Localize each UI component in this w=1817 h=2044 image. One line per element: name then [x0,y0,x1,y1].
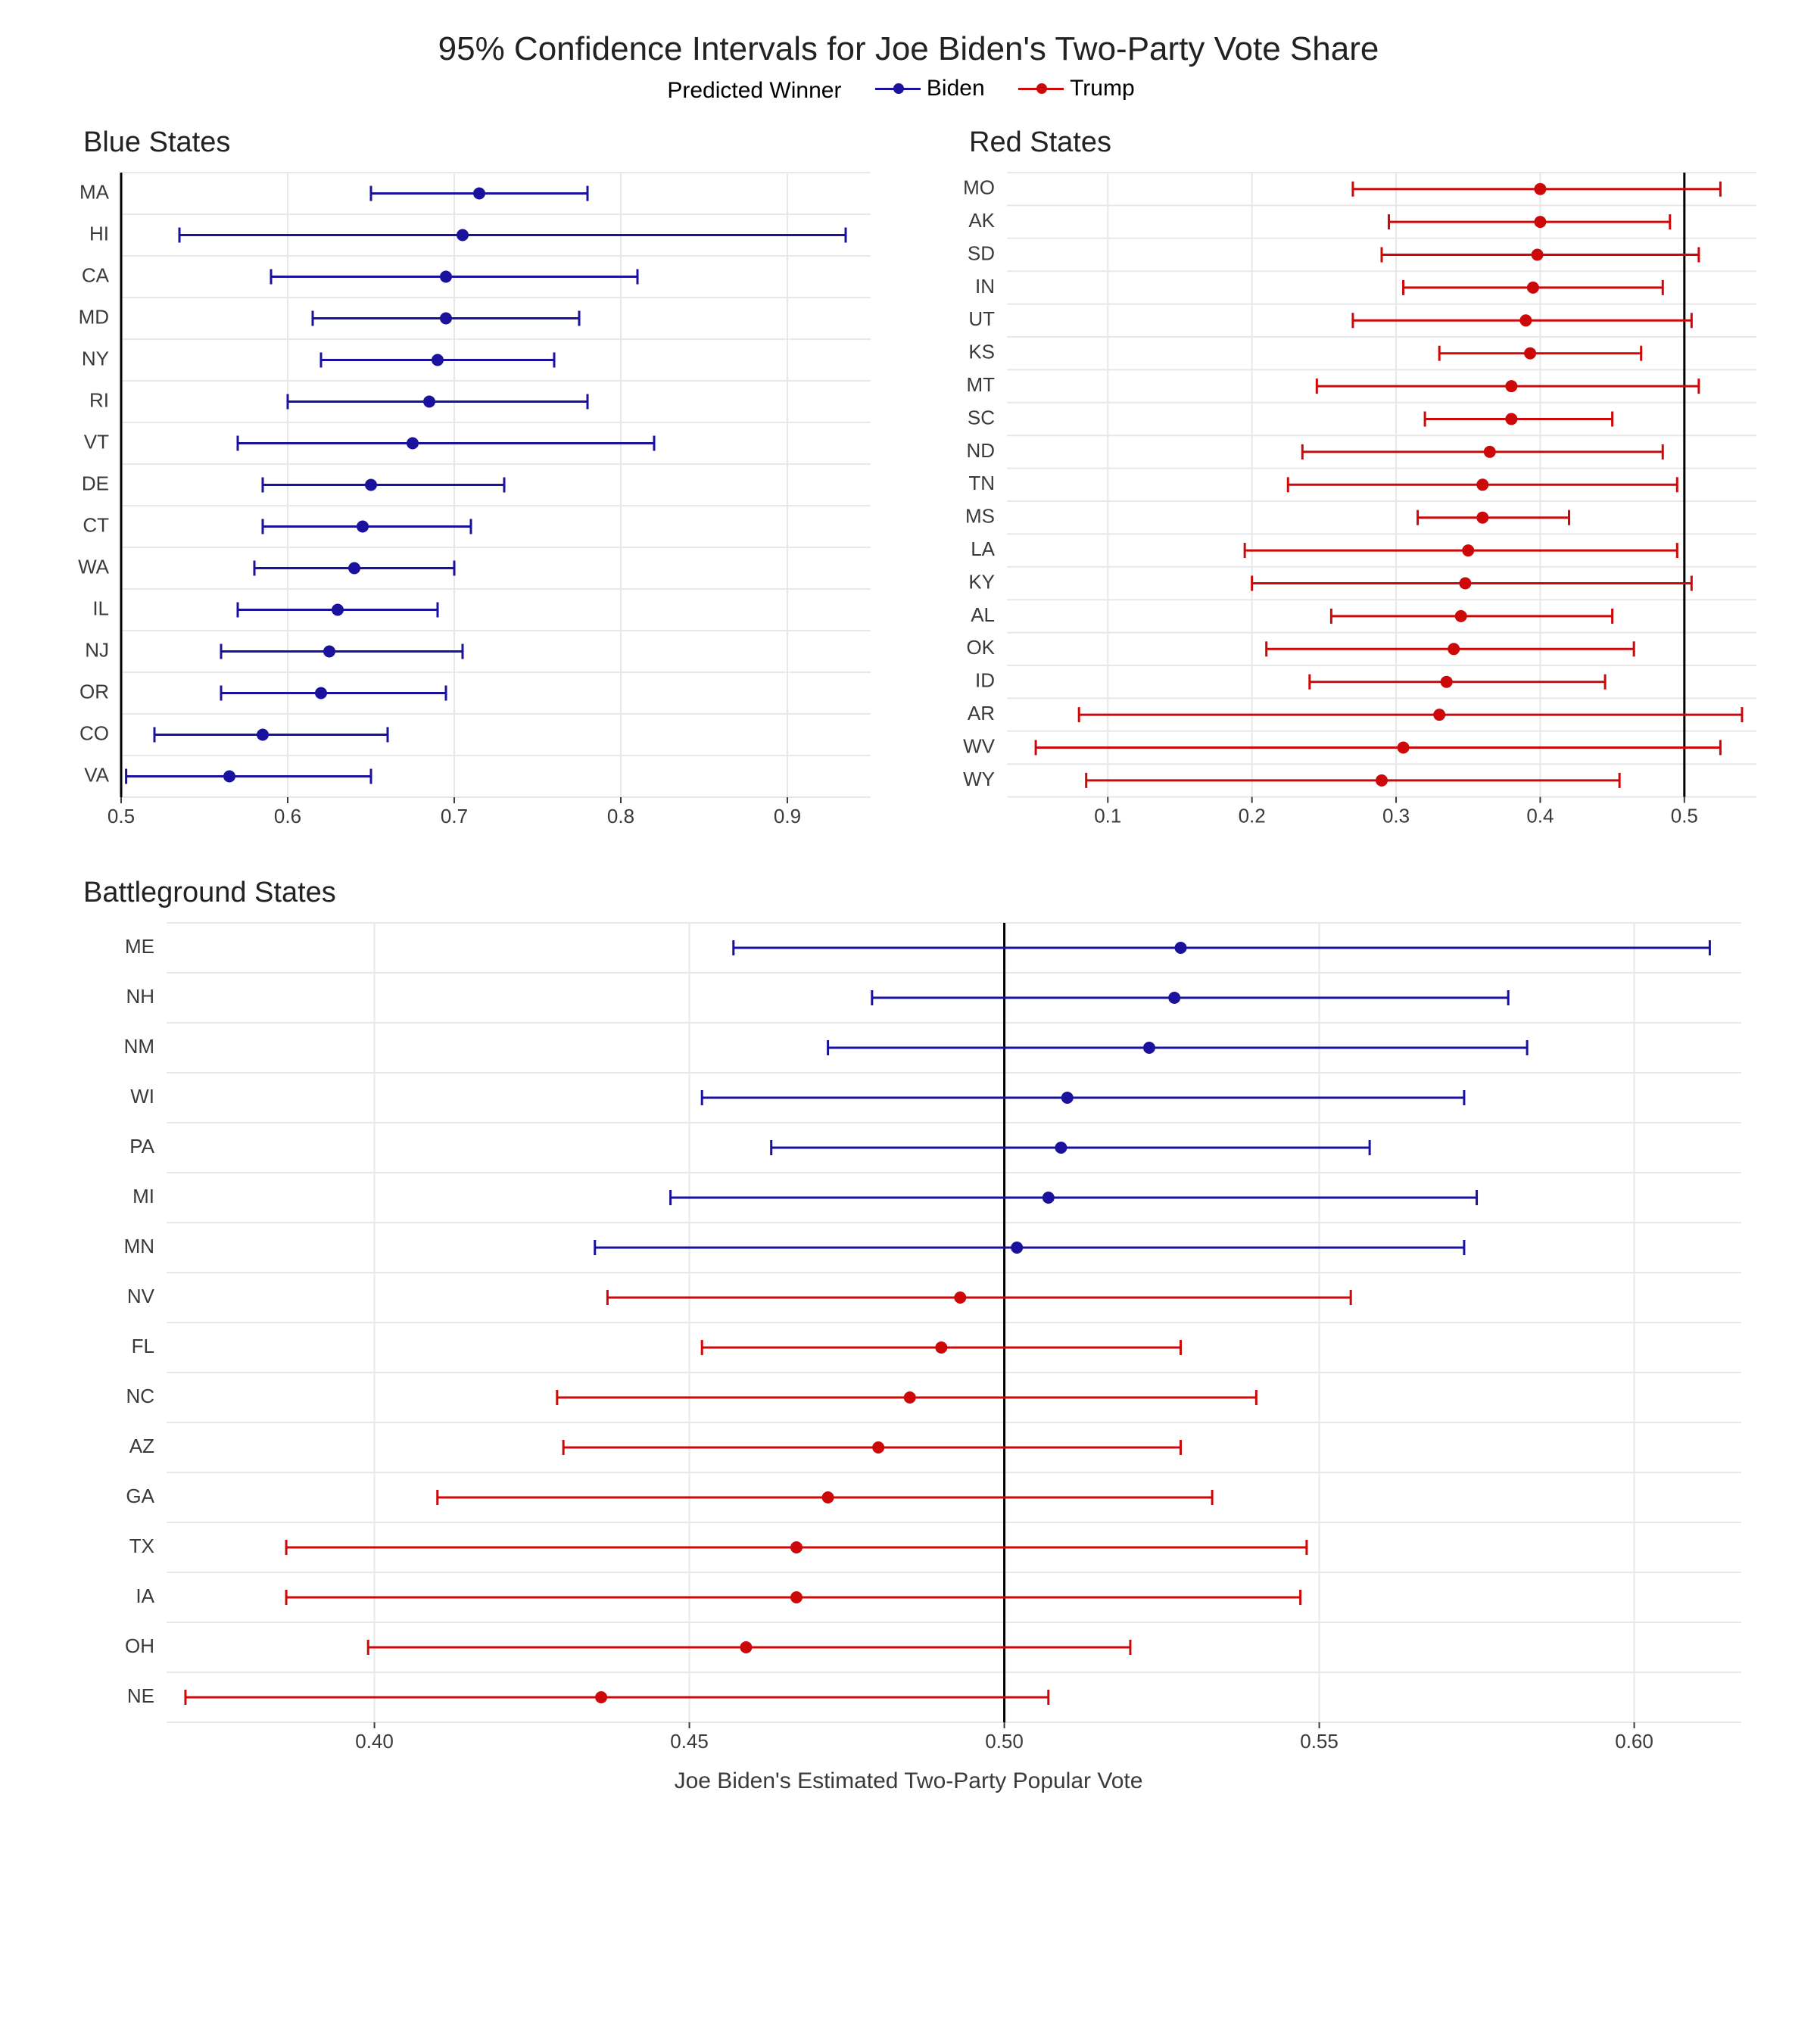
state-label: CO [79,721,109,744]
x-tick-label: 0.9 [774,805,801,827]
panel-blue: Blue States MA HI CA MD NY RI VT DE CT WA IL NJ OR CO… [45,119,886,839]
legend-label: Predicted Winner [667,78,841,103]
x-tick-label: 0.60 [1615,1730,1653,1753]
x-tick-label: 0.50 [985,1730,1024,1753]
chart-red: MO AK SD IN UT KS MT SC ND TN MS LA KY AL OK ID AR WV WY 0.… [931,164,1772,839]
state-label: PA [129,1135,154,1158]
state-label: WA [78,555,110,578]
x-tick-label: 0.1 [1094,805,1121,827]
x-tick-label: 0.8 [607,805,634,827]
state-label: MT [966,373,995,396]
chart-blue: MA HI CA MD NY RI VT DE CT WA IL NJ OR CO VA 0.5 0.6 0.7 0… [45,164,886,839]
state-label: NY [82,347,109,369]
state-label: MI [132,1185,154,1207]
x-tick-label: 0.3 [1382,805,1410,827]
state-label: NC [126,1385,154,1407]
x-tick-label: 0.2 [1239,805,1266,827]
x-axis-label: Joe Biden's Estimated Two-Party Popular … [45,1768,1772,1794]
state-label: LA [971,537,995,560]
x-tick-label: 0.45 [670,1730,709,1753]
state-label: NH [126,985,154,1008]
legend-text-biden: Biden [927,76,985,101]
x-tick-label: 0.5 [1671,805,1698,827]
state-label: NV [127,1285,155,1307]
page: 95% Confidence Intervals for Joe Biden's… [0,0,1817,2044]
state-label: VT [84,430,109,453]
state-label: SC [968,406,995,428]
state-label: ID [975,669,995,692]
state-label: OH [125,1634,154,1657]
panel-red: Red States MO AK SD IN UT KS MT SC ND TN MS LA KY AL O… [931,119,1772,839]
state-label: TX [129,1535,154,1557]
state-label: MA [79,180,110,203]
state-label: NM [124,1035,154,1058]
state-label: IN [975,275,995,298]
state-label: MO [963,176,995,199]
panel-title-battleground: Battleground States [83,877,1772,909]
state-label: OK [966,636,995,659]
state-label: AZ [129,1435,154,1457]
state-label: FL [132,1335,154,1357]
state-label: KS [968,341,995,363]
panel-title-blue: Blue States [83,126,886,159]
state-label: ME [125,935,154,958]
state-label: AR [968,702,995,724]
state-label: CA [82,263,110,286]
state-label: VA [84,763,109,786]
state-label: MS [965,505,995,528]
top-panels: Blue States MA HI CA MD NY RI VT DE CT WA IL NJ OR CO… [45,119,1772,839]
state-label: DE [82,472,109,494]
state-label: OR [79,680,109,703]
state-label: ND [966,439,995,462]
state-label: IL [92,597,109,619]
legend-item-trump: Trump [1018,76,1135,101]
state-label: GA [126,1485,154,1507]
state-label: WY [963,768,995,790]
state-label: NJ [85,638,109,661]
x-tick-label: 0.7 [441,805,468,827]
state-label: TN [968,472,995,494]
state-label: MN [124,1235,154,1257]
state-label: WV [963,734,996,757]
chart-battleground: ME NH NM WI PA MI MN NV FL NC AZ GA TX IA OH NE 0.40 0.45… [45,914,1772,1764]
legend-item-biden: Biden [875,76,985,101]
legend: Predicted Winner Biden Trump [45,76,1772,104]
state-label: AK [968,209,995,232]
state-label: MD [79,305,109,328]
x-tick-label: 0.4 [1526,805,1554,827]
point-icon [875,79,921,98]
x-tick-label: 0.40 [355,1730,394,1753]
legend-text-trump: Trump [1070,76,1135,101]
state-label: SD [968,241,995,264]
x-tick-label: 0.5 [108,805,135,827]
state-label: HI [89,222,109,245]
state-label: WI [130,1085,154,1108]
state-label: CT [83,513,109,536]
state-label: AL [971,603,995,626]
panel-battleground: Battleground States ME NH NM WI PA MI MN NV FL NC… [45,877,1772,1794]
state-label: NE [127,1684,154,1707]
state-label: UT [968,307,995,330]
x-tick-label: 0.55 [1300,1730,1339,1753]
point-icon [1018,79,1064,98]
state-label: KY [968,570,995,593]
page-title: 95% Confidence Intervals for Joe Biden's… [45,30,1772,68]
panel-title-red: Red States [969,126,1772,159]
state-label: IA [136,1584,154,1607]
x-tick-label: 0.6 [274,805,301,827]
state-label: RI [89,388,109,411]
